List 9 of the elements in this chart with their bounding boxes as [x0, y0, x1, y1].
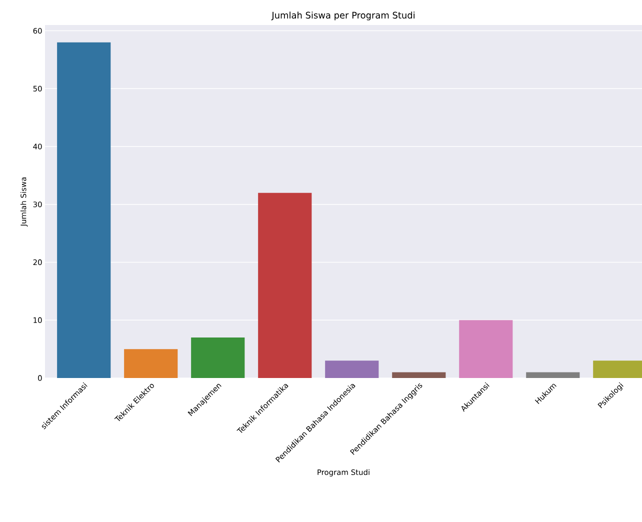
bar: [526, 372, 580, 378]
bar: [459, 320, 513, 378]
chart-title: Jumlah Siswa per Program Studi: [271, 12, 414, 20]
bar: [325, 360, 379, 378]
bar: [258, 192, 312, 378]
bar: [57, 42, 111, 378]
bar: [191, 337, 245, 378]
bar: [124, 349, 178, 378]
bar: [392, 372, 446, 378]
